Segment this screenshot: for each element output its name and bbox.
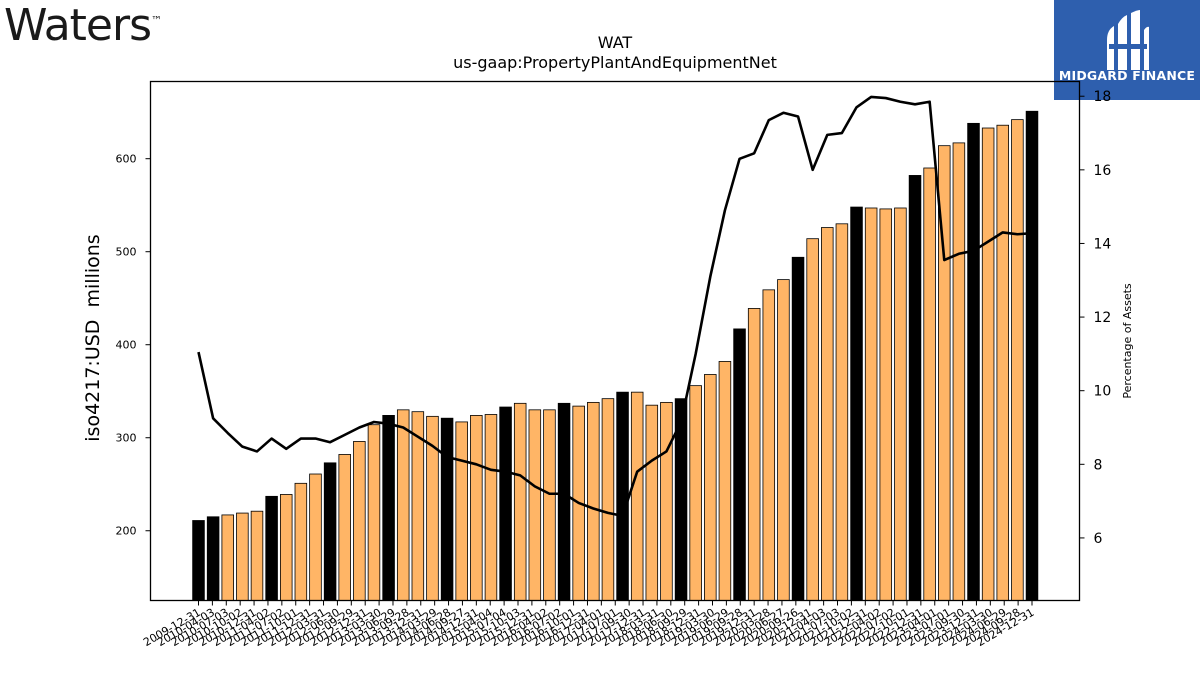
bar-2019-09-28 [762, 289, 776, 601]
bar-2011-07-02 [279, 494, 293, 601]
bar-2017-12-31 [660, 401, 673, 601]
y2-tick-label: 12 [1094, 310, 1112, 326]
bar-2016-10-01 [587, 401, 600, 601]
bar-2022-04-02 [908, 175, 922, 601]
bar-2011-10-01 [294, 482, 308, 601]
bar-2010-10-02 [236, 512, 249, 601]
bar-2019-06-29 [747, 308, 761, 601]
y2-tick-label: 16 [1094, 163, 1112, 179]
bar-2020-12-31 [835, 223, 849, 601]
bar-2022-12-31 [952, 142, 966, 601]
bar-2015-12-31 [543, 409, 556, 601]
bar-2019-03-30 [733, 328, 746, 601]
bar-2023-12-31 [1011, 119, 1024, 601]
y-tick-label: 300 [116, 432, 137, 445]
bar-2018-12-31 [718, 361, 732, 601]
bars-group [192, 110, 1039, 601]
x-axis: 2009-12-312010-04-032010-07-032010-10-02… [141, 600, 1037, 649]
y-tick-label: 600 [116, 153, 137, 166]
bar-2012-06-30 [338, 454, 351, 601]
waters-logo-text: Waters [4, 0, 152, 51]
plot-frame [149, 80, 1081, 602]
midgard-logo-text: MIDGARD FINANCE [1058, 68, 1196, 83]
y2-tick-label: 10 [1094, 384, 1112, 400]
bar-2011-12-31 [309, 473, 322, 601]
bar-2015-07-04 [513, 402, 527, 601]
bar-2014-06-28 [455, 421, 468, 601]
bar-2021-07-03 [864, 207, 878, 601]
bar-2014-03-29 [440, 417, 454, 601]
percentage-of-assets-line [197, 95, 1033, 518]
bar-2021-04-03 [850, 206, 863, 601]
bar-2023-07-01 [981, 127, 995, 601]
y2-tick-label: 14 [1094, 236, 1112, 252]
y-tick-label: 500 [116, 246, 137, 259]
bar-2013-06-29 [396, 409, 410, 601]
y2-tick-label: 6 [1094, 531, 1103, 547]
bar-2009-12-31 [192, 520, 205, 601]
y-axis: 200 300 400 500 600 [116, 153, 151, 538]
bar-2011-04-02 [265, 495, 278, 601]
chart-title: WAT [598, 33, 633, 52]
y2-axis: 6 8 10 12 14 16 18 [1079, 89, 1112, 547]
bar-2023-04-01 [967, 122, 980, 601]
bar-2016-12-31 [601, 398, 615, 601]
bar-2010-04-03 [206, 516, 220, 601]
bar-2017-07-01 [630, 391, 644, 601]
midgard-finance-logo: MIDGARD FINANCE [1054, 0, 1200, 100]
waters-logo-tm: ™ [151, 14, 162, 27]
bar-2013-03-30 [382, 415, 395, 601]
bar-2023-09-30 [996, 124, 1010, 601]
bar-2012-12-31 [367, 424, 381, 601]
chart-subtitle: us-gaap:PropertyPlantAndEquipmentNet [453, 53, 777, 72]
bar-2020-06-27 [806, 238, 819, 601]
waters-logo: Waters™ [4, 0, 162, 51]
bar-2010-12-31 [250, 510, 264, 601]
bar-2017-04-01 [616, 391, 629, 601]
bar-2022-07-02 [923, 167, 936, 601]
y2-tick-label: 8 [1094, 457, 1103, 473]
bar-2017-09-30 [645, 404, 659, 601]
bar-2016-04-02 [557, 402, 571, 601]
bar-2020-03-28 [791, 256, 805, 601]
bar-2024-03-30 [1025, 110, 1039, 601]
y2-axis-label: Percentage of Assets [1121, 283, 1134, 399]
bar-2015-10-03 [528, 409, 542, 601]
bar-2010-07-03 [221, 514, 234, 601]
y-axis-label: iso4217:USD millions [82, 234, 104, 441]
bar-2020-09-26 [821, 227, 834, 601]
midgard-emblem-icon [1107, 10, 1149, 70]
bar-2018-09-29 [704, 374, 717, 601]
y-tick-label: 200 [116, 525, 137, 538]
bar-2012-03-31 [323, 462, 337, 601]
bar-2014-12-31 [484, 414, 498, 601]
y2-tick-label: 18 [1094, 89, 1112, 105]
bar-2014-09-27 [470, 415, 483, 601]
bar-2021-10-02 [879, 208, 893, 601]
bar-2015-04-04 [499, 406, 512, 601]
y-tick-label: 400 [116, 339, 137, 352]
bar-2012-09-29 [353, 441, 366, 601]
bar-2019-12-31 [777, 279, 790, 601]
bar-2021-12-31 [894, 207, 907, 601]
bar-2018-06-30 [689, 385, 702, 601]
